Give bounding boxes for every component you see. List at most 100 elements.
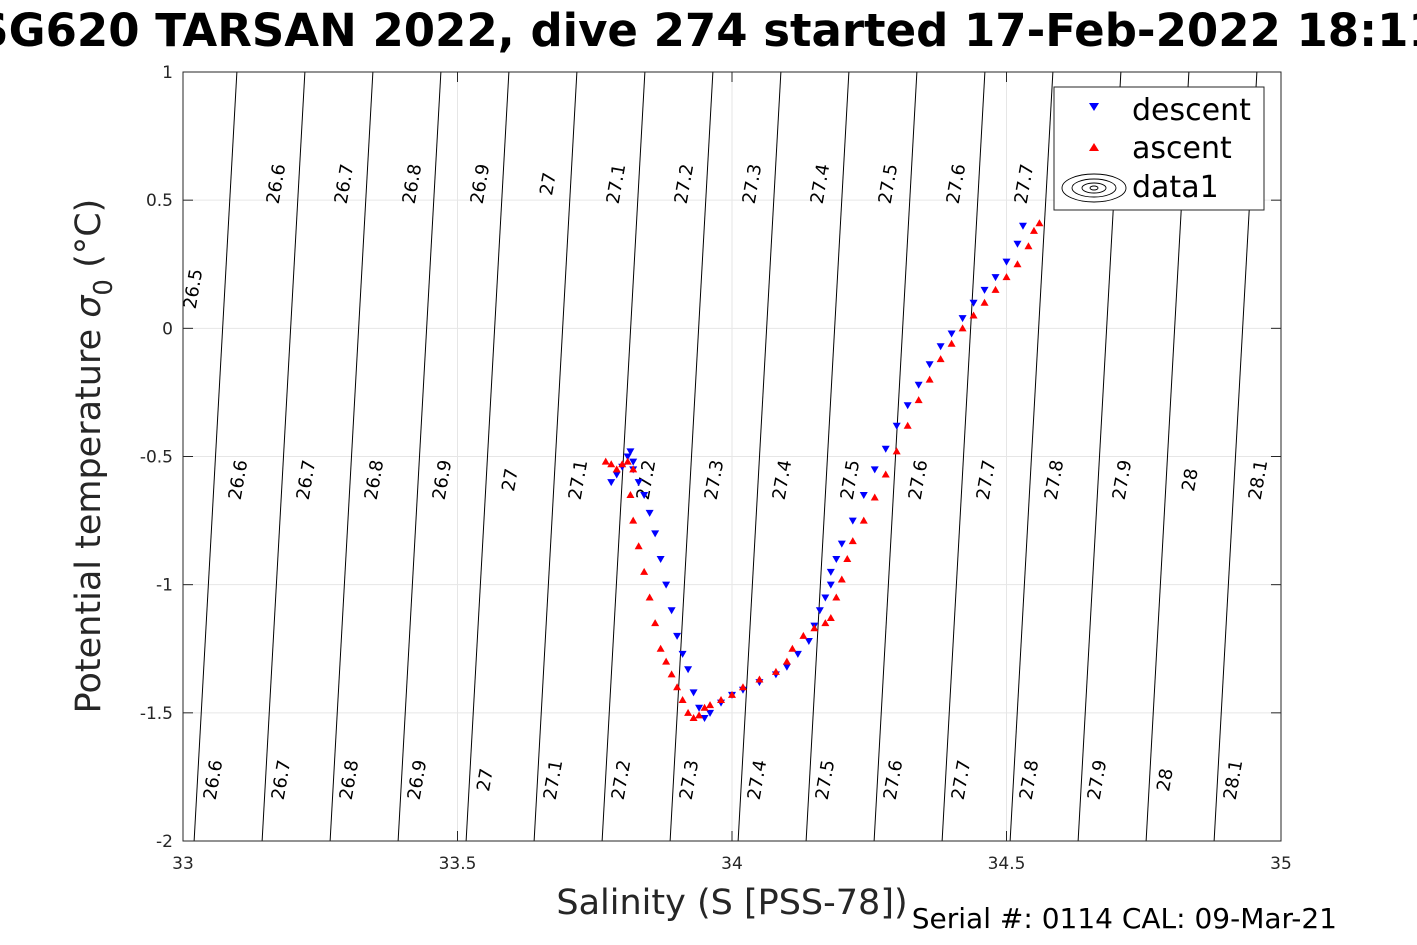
x-tick-label: 35 <box>1270 854 1292 874</box>
ascent-point <box>771 667 780 675</box>
density-contour-line <box>533 72 578 841</box>
ascent-point <box>689 713 698 721</box>
density-contour-label: 28 <box>1153 767 1178 793</box>
x-tick-label: 34 <box>721 854 743 874</box>
descent-point <box>859 491 868 499</box>
density-contour-label: 28 <box>1178 467 1203 493</box>
descent-point <box>947 330 956 338</box>
x-tick-label: 33.5 <box>439 854 477 874</box>
ascent-point <box>843 555 852 563</box>
density-contour-line <box>329 72 374 841</box>
descent-point <box>678 650 687 658</box>
descent-point <box>936 343 945 351</box>
ascent-point <box>728 690 736 698</box>
ascent-point <box>706 701 715 709</box>
ascent-point <box>607 460 616 468</box>
descent-point <box>815 607 824 615</box>
ascent-point <box>892 447 901 455</box>
ascent-point <box>1002 273 1011 281</box>
descent-point <box>980 286 989 294</box>
ascent-point <box>738 683 747 691</box>
descent-point <box>640 491 649 499</box>
ascent-point <box>640 567 649 575</box>
x-tick-label: 33 <box>172 854 194 874</box>
ascent-point <box>980 298 989 306</box>
descent-point <box>629 458 638 466</box>
ascent-point <box>700 703 709 711</box>
ascent-point <box>1035 219 1044 227</box>
density-contour-label: 27 <box>498 467 523 493</box>
descent-point <box>695 704 704 712</box>
density-contour-line <box>805 72 850 841</box>
descent-point <box>706 709 715 717</box>
ascent-point <box>947 339 956 347</box>
y-tick-label: 0.5 <box>146 191 173 211</box>
ascent-point <box>667 670 676 678</box>
ascent-point <box>673 683 682 691</box>
ascent-point <box>991 285 1000 293</box>
ascent-point <box>870 493 879 501</box>
data-series <box>601 219 1044 722</box>
density-contour-line <box>465 72 510 841</box>
descent-point <box>1002 258 1011 266</box>
ascent-point <box>925 375 934 383</box>
ascent-point <box>717 696 726 704</box>
descent-point <box>881 445 890 453</box>
descent-point <box>914 381 923 389</box>
descent-point <box>903 402 912 410</box>
ascent-point <box>881 470 890 478</box>
ascent-point <box>656 644 665 652</box>
ascent-point <box>1024 242 1033 250</box>
y-tick-label: -2 <box>156 832 173 852</box>
descent-point <box>667 607 676 615</box>
density-contour-line <box>669 72 714 841</box>
descent-point <box>892 422 901 430</box>
legend-descent-marker-icon <box>1089 103 1099 111</box>
ascent-point <box>629 465 638 473</box>
ascent-point <box>695 711 704 719</box>
density-contour-line <box>873 72 918 841</box>
ascent-point <box>1029 226 1038 234</box>
ascent-point <box>623 457 632 465</box>
descent-point <box>826 581 835 589</box>
legend-ascent-marker-icon <box>1089 143 1099 151</box>
descent-point <box>925 361 934 369</box>
chart-legend: descent ascent data1 <box>1053 86 1265 211</box>
ascent-point <box>601 457 610 465</box>
ascent-point <box>651 619 660 627</box>
density-contour-line <box>941 72 986 841</box>
descent-point <box>607 479 616 487</box>
ascent-point <box>662 657 671 665</box>
descent-point <box>689 689 698 697</box>
series-ascent <box>601 219 1044 721</box>
ascent-point <box>859 516 868 524</box>
descent-point <box>782 663 791 671</box>
ascent-point <box>810 624 819 632</box>
descent-point <box>832 556 841 564</box>
y-tick-label: -0.5 <box>140 448 173 468</box>
ascent-point <box>903 421 912 429</box>
ascent-point <box>799 631 808 639</box>
serial-cal-footer: Serial #: 0114 CAL: 09-Mar-21 <box>912 902 1337 935</box>
ascent-point <box>684 708 693 716</box>
density-contour-line <box>261 72 306 841</box>
descent-point <box>1018 222 1027 230</box>
x-axis-ticks: 33 33.5 34 34.5 35 <box>172 72 1292 874</box>
descent-point <box>969 299 978 307</box>
descent-point <box>626 448 635 456</box>
descent-point <box>662 581 671 589</box>
y-axis-ticks: -2 -1.5 -1 -0.5 0 0.5 1 <box>140 63 1281 852</box>
descent-point <box>645 509 654 517</box>
descent-point <box>651 530 660 538</box>
descent-point <box>804 638 813 646</box>
density-contour-line <box>737 72 782 841</box>
descent-point <box>991 274 1000 282</box>
ascent-point <box>958 324 967 332</box>
ascent-point <box>969 311 978 319</box>
descent-point <box>684 666 693 674</box>
x-tick-label: 34.5 <box>988 854 1026 874</box>
ascent-point <box>1013 260 1022 268</box>
legend-ascent-label: ascent <box>1132 131 1232 166</box>
density-contours <box>193 72 1258 841</box>
